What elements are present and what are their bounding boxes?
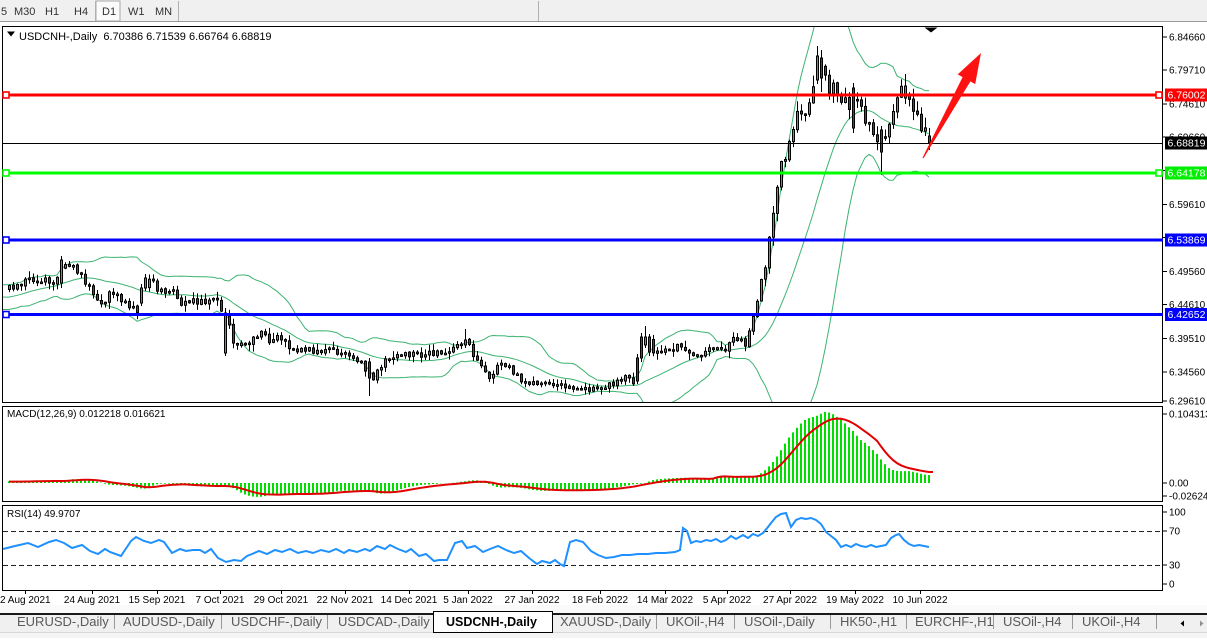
svg-text:USOil-,Daily: USOil-,Daily <box>744 614 815 629</box>
svg-text:22 Nov 2021: 22 Nov 2021 <box>317 595 374 606</box>
svg-text:6.68819: 6.68819 <box>1168 138 1206 150</box>
svg-text:USDCHF-,Daily: USDCHF-,Daily <box>231 614 323 629</box>
svg-text:USDCAD-,Daily: USDCAD-,Daily <box>338 614 430 629</box>
svg-text:MACD(12,26,9) 0.012218 0.01662: MACD(12,26,9) 0.012218 0.016621 <box>7 409 166 420</box>
svg-text:6.42652: 6.42652 <box>1168 309 1206 321</box>
svg-text:UKOil-,H4: UKOil-,H4 <box>666 614 725 629</box>
svg-text:UKOil-,H4: UKOil-,H4 <box>1082 614 1141 629</box>
svg-text:30: 30 <box>1169 561 1181 572</box>
svg-text:D1: D1 <box>102 6 116 18</box>
svg-text:H4: H4 <box>74 6 88 18</box>
svg-text:MN: MN <box>155 6 172 18</box>
svg-text:5 Apr 2022: 5 Apr 2022 <box>703 595 752 606</box>
svg-text:EURUSD-,Daily: EURUSD-,Daily <box>17 614 109 629</box>
svg-text:6.64178: 6.64178 <box>1168 168 1206 180</box>
svg-text:0: 0 <box>1169 580 1175 591</box>
svg-text:0.00: 0.00 <box>1169 479 1189 490</box>
svg-text:19 May 2022: 19 May 2022 <box>826 595 884 606</box>
svg-text:6.53869: 6.53869 <box>1168 235 1206 247</box>
svg-text:18 Feb 2022: 18 Feb 2022 <box>572 595 629 606</box>
svg-text:15 Sep 2021: 15 Sep 2021 <box>129 595 186 606</box>
svg-text:6.49560: 6.49560 <box>1169 267 1206 278</box>
svg-text:27 Apr 2022: 27 Apr 2022 <box>763 595 817 606</box>
svg-text:M30: M30 <box>14 6 35 18</box>
svg-text:14 Mar 2022: 14 Mar 2022 <box>637 595 694 606</box>
svg-text:XAUUSD-,Daily: XAUUSD-,Daily <box>560 614 652 629</box>
svg-text:0.104313: 0.104313 <box>1169 410 1207 421</box>
svg-text:6.76002: 6.76002 <box>1168 90 1206 102</box>
svg-text:6.39510: 6.39510 <box>1169 334 1206 345</box>
svg-text:USDCNH-,Daily: USDCNH-,Daily <box>446 615 537 629</box>
svg-text:USOil-,H4: USOil-,H4 <box>1003 614 1062 629</box>
svg-text:5: 5 <box>1 6 7 18</box>
svg-text:-0.026249: -0.026249 <box>1169 492 1207 503</box>
svg-text:HK50-,H1: HK50-,H1 <box>840 614 897 629</box>
svg-text:27 Jan 2022: 27 Jan 2022 <box>504 595 559 606</box>
svg-text:14 Dec 2021: 14 Dec 2021 <box>381 595 438 606</box>
svg-text:7 Oct 2021: 7 Oct 2021 <box>196 595 245 606</box>
svg-text:RSI(14) 49.9707: RSI(14) 49.9707 <box>7 509 81 520</box>
svg-text:6.29610: 6.29610 <box>1169 397 1206 408</box>
svg-text:24 Aug 2021: 24 Aug 2021 <box>64 595 121 606</box>
svg-text:100: 100 <box>1169 508 1186 519</box>
svg-text:AUDUSD-,Daily: AUDUSD-,Daily <box>123 614 215 629</box>
svg-text:6.79710: 6.79710 <box>1169 66 1206 77</box>
svg-text:5 Jan 2022: 5 Jan 2022 <box>443 595 493 606</box>
svg-text:H1: H1 <box>45 6 59 18</box>
svg-text:6.74610: 6.74610 <box>1169 100 1206 111</box>
svg-text:6.34560: 6.34560 <box>1169 368 1206 379</box>
svg-text:6.59610: 6.59610 <box>1169 200 1206 211</box>
svg-text:6.44610: 6.44610 <box>1169 300 1206 311</box>
svg-text:29 Oct 2021: 29 Oct 2021 <box>254 595 309 606</box>
svg-text:10 Jun 2022: 10 Jun 2022 <box>892 595 947 606</box>
svg-text:70: 70 <box>1169 527 1181 538</box>
svg-text:6.84660: 6.84660 <box>1169 33 1206 44</box>
svg-text:USDCNH-,Daily 6.70386 6.71539: USDCNH-,Daily 6.70386 6.71539 6.66764 6.… <box>19 31 272 43</box>
svg-text:EURCHF-,H1: EURCHF-,H1 <box>915 614 994 629</box>
svg-text:2 Aug 2021: 2 Aug 2021 <box>0 595 51 606</box>
svg-text:W1: W1 <box>128 6 145 18</box>
